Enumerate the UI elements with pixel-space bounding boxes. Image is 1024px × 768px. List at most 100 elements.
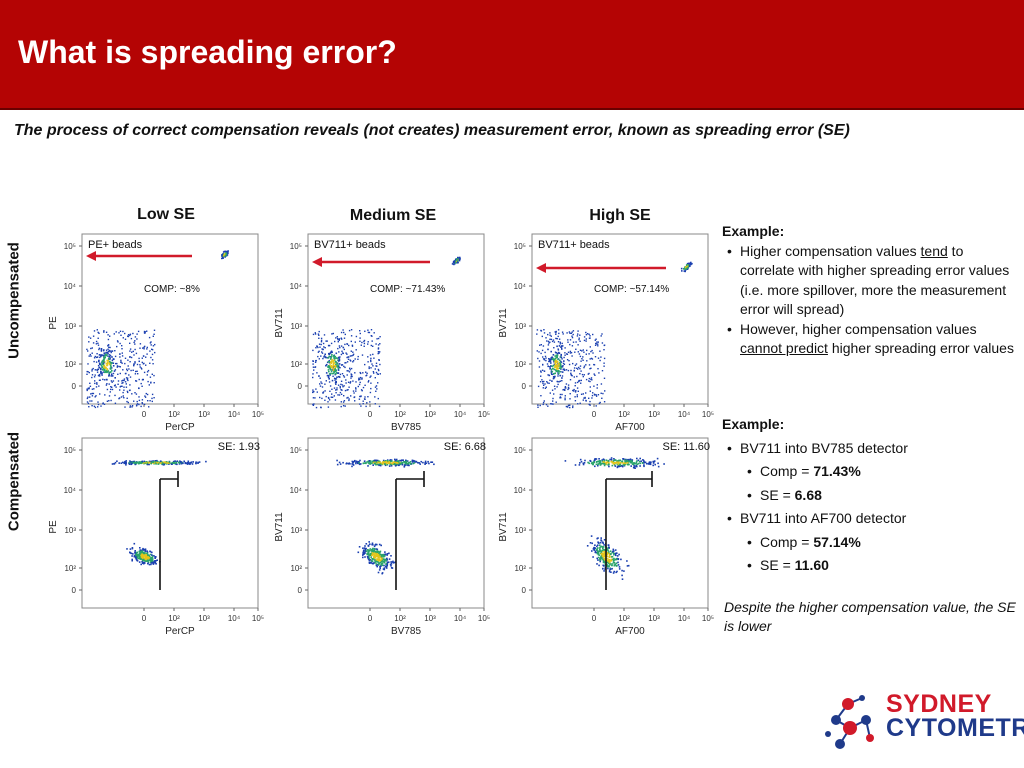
bead-label: BV711+ beads — [314, 239, 386, 251]
x-tick-label: 10⁵ — [252, 614, 264, 623]
y-tick-label: 10³ — [290, 526, 302, 535]
example-panel-2: Example: BV711 into BV785 detector Comp … — [722, 413, 1018, 578]
x-tick-label: 0 — [368, 614, 373, 623]
example-2-comp-1: Comp = 71.43% — [722, 460, 1018, 484]
row-label-uncompensated: Uncompensated — [5, 242, 23, 359]
y-tick-label: 0 — [298, 586, 303, 595]
se-label: SE: 1.93 — [218, 441, 260, 453]
example-2-comp-2-label: Comp = — [760, 533, 814, 550]
y-tick-label: 10³ — [514, 526, 526, 535]
example-1-bullet-1-post: to correlate with higher spreading error… — [740, 242, 1010, 318]
example-2-line-2: BV711 into AF700 detector — [722, 507, 1018, 531]
y-tick-label: 0 — [72, 586, 77, 595]
conclusion-note: Despite the higher compensation value, t… — [724, 599, 1016, 634]
example-1-bullet-1-emphasis: tend — [920, 242, 948, 259]
x-tick-label: 10⁵ — [702, 410, 714, 419]
logo-wordmark: SYDNEY CYTOMETRY — [886, 692, 1024, 742]
y-axis-label: BV711 — [274, 512, 285, 542]
y-tick-label: 10⁵ — [64, 446, 76, 455]
plot-frame — [81, 437, 259, 609]
plot-frame — [307, 437, 485, 609]
event-dots — [312, 256, 461, 409]
slide-subtitle: The process of correct compensation reve… — [14, 122, 850, 139]
x-tick-label: 10⁴ — [678, 410, 691, 419]
example-2-title: Example: — [722, 416, 785, 432]
y-tick-label: 10² — [290, 360, 302, 369]
bead-label: PE+ beads — [88, 239, 143, 251]
example-panel-1: Example: Higher compensation values tend… — [722, 222, 1018, 359]
y-tick-label: 10⁵ — [290, 242, 302, 251]
column-title-high-se: High SE — [589, 207, 651, 224]
x-tick-label: 0 — [592, 614, 597, 623]
column-title-low-se: Low SE — [137, 206, 195, 223]
x-tick-label: 10² — [618, 410, 630, 419]
y-tick-label: 10⁵ — [64, 242, 76, 251]
y-tick-label: 10⁴ — [64, 486, 77, 495]
slide-title: What is spreading error? — [18, 34, 397, 70]
x-tick-label: 10⁵ — [478, 410, 490, 419]
x-tick-label: 0 — [592, 410, 597, 419]
y-tick-label: 10³ — [64, 322, 76, 331]
x-tick-label: 0 — [142, 410, 147, 419]
y-tick-label: 10⁵ — [514, 446, 526, 455]
x-tick-label: 10⁴ — [454, 614, 467, 623]
y-tick-label: 0 — [298, 382, 303, 391]
plot-medium-se-compensated: 10⁵ 10⁴ 10³ 10² 0 0 10² 10³ 10⁴ 10⁵ BV711 BV785 SE: … — [270, 432, 490, 642]
event-dots — [564, 457, 665, 580]
se-label: SE: 6.68 — [444, 441, 486, 453]
x-axis-label: PerCP — [165, 626, 195, 637]
x-tick-label: 0 — [142, 614, 147, 623]
example-1-bullet-2-pre: However, higher compensation values — [740, 320, 977, 337]
bead-label: BV711+ beads — [538, 239, 610, 251]
plot-low-se-compensated: 10⁵ 10⁴ 10³ 10² 0 0 10² 10³ 10⁴ 10⁵ PE PerCP SE: 1.9… — [44, 432, 264, 642]
y-tick-label: 10³ — [514, 322, 526, 331]
y-tick-label: 10⁴ — [290, 486, 303, 495]
logo-line-2: CYTOMETRY — [886, 714, 1024, 742]
example-1-bullet-2-emphasis: cannot predict — [740, 340, 828, 356]
spillover-arrowhead — [536, 263, 546, 273]
x-tick-label: 10⁴ — [228, 410, 241, 419]
plot-frame — [531, 437, 709, 609]
y-tick-label: 10⁴ — [514, 282, 527, 291]
x-axis-label: AF700 — [615, 626, 645, 637]
x-axis-label: BV785 — [391, 626, 421, 637]
y-tick-label: 10⁵ — [514, 242, 526, 251]
y-tick-label: 0 — [522, 586, 527, 595]
se-label: SE: 11.60 — [663, 441, 711, 453]
x-tick-label: 10⁴ — [454, 410, 467, 419]
example-1-bullet-2: However, higher compensation values cann… — [722, 320, 1018, 359]
y-tick-label: 10² — [64, 564, 76, 573]
plot-frame — [531, 233, 709, 405]
spillover-arrowhead — [86, 251, 96, 261]
example-2-comp-1-label: Comp = — [760, 463, 814, 479]
event-dots — [336, 458, 435, 575]
y-axis-label: BV711 — [274, 308, 285, 338]
comp-label: COMP: ~57.14% — [594, 284, 669, 295]
x-tick-label: 0 — [368, 410, 373, 419]
x-tick-label: 10² — [394, 410, 406, 419]
x-tick-label: 10³ — [198, 614, 210, 623]
x-tick-label: 10³ — [648, 410, 660, 419]
x-tick-label: 10² — [618, 614, 630, 623]
example-1-bullet-2-post: higher spreading error values — [827, 340, 1014, 356]
x-tick-label: 10⁴ — [228, 614, 241, 623]
example-1-title: Example: — [722, 223, 785, 239]
event-dots — [536, 261, 693, 409]
example-2-se-2-value: 11.60 — [794, 557, 829, 573]
y-tick-label: 10³ — [290, 322, 302, 331]
example-2-comp-2-value: 57.14% — [813, 533, 861, 550]
sydney-cytometry-logo: SYDNEY CYTOMETRY — [820, 688, 1024, 758]
y-axis-label: BV711 — [498, 308, 509, 338]
y-tick-label: 10² — [514, 360, 526, 369]
x-axis-label: BV785 — [391, 422, 421, 433]
x-tick-label: 10⁵ — [702, 614, 714, 623]
row-label-compensated: Compensated — [5, 431, 23, 532]
example-1-bullet-1-pre: Higher compensation values — [740, 242, 921, 259]
y-tick-label: 10² — [64, 360, 76, 369]
example-2-se-1: SE = 6.68 — [722, 484, 1018, 508]
x-axis-label: PerCP — [165, 422, 195, 433]
y-tick-label: 10² — [290, 564, 302, 573]
x-tick-label: 10² — [394, 614, 406, 623]
event-dots — [111, 459, 207, 566]
y-axis-label: PE — [48, 316, 59, 330]
